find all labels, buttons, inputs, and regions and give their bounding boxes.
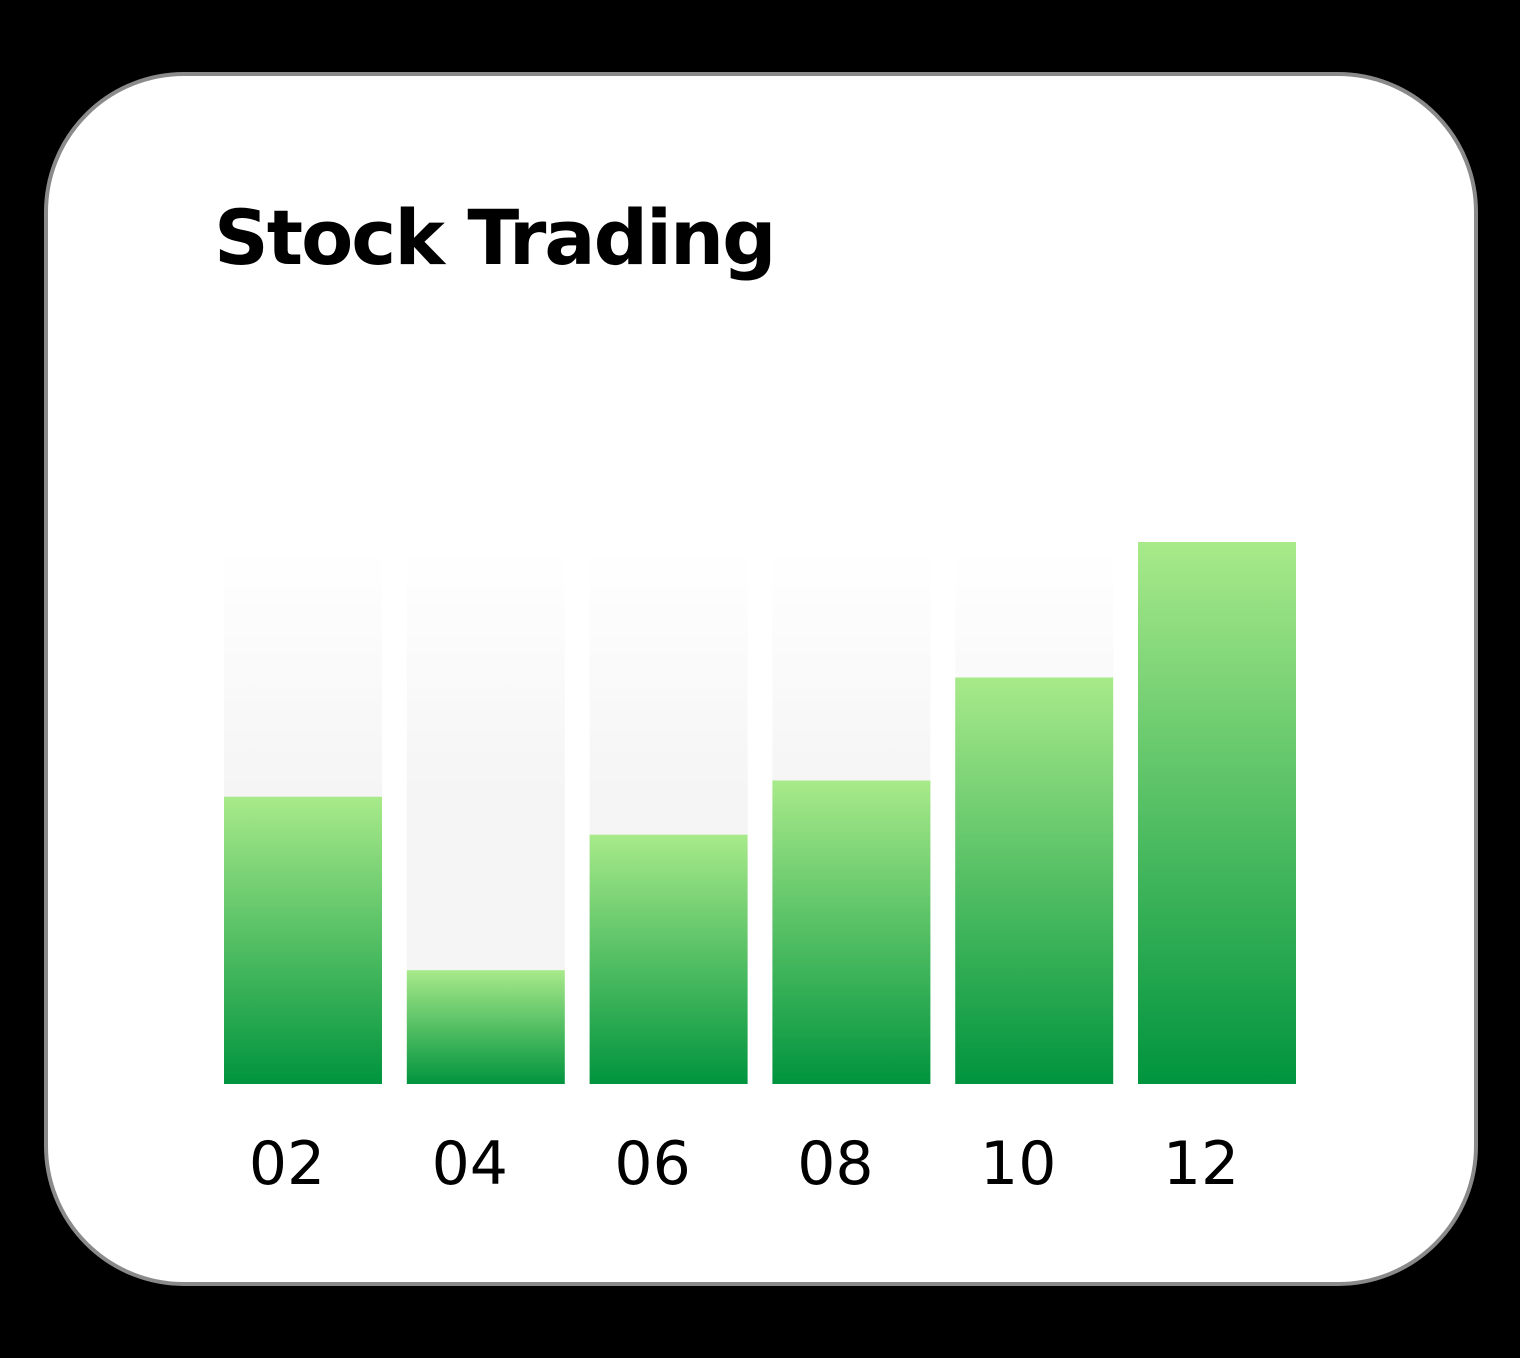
bar-12 bbox=[1138, 542, 1296, 1084]
bars bbox=[224, 542, 1296, 1084]
bar-10 bbox=[955, 677, 1114, 1084]
bar-06 bbox=[589, 834, 748, 1084]
x-tick-label-06: 06 bbox=[614, 1129, 690, 1199]
bar-04 bbox=[406, 970, 565, 1084]
x-axis-tick-labels: 02 04 06 08 10 12 bbox=[249, 1129, 1239, 1199]
x-tick-label-12: 12 bbox=[1163, 1129, 1239, 1199]
x-tick-label-04: 04 bbox=[432, 1129, 508, 1199]
bar-08 bbox=[772, 780, 931, 1084]
x-tick-label-02: 02 bbox=[249, 1129, 325, 1199]
chart-title: Stock Trading bbox=[214, 193, 777, 282]
x-tick-label-10: 10 bbox=[980, 1129, 1056, 1199]
bar-02 bbox=[224, 796, 382, 1084]
bar-tracks bbox=[224, 548, 1296, 1084]
x-tick-label-08: 08 bbox=[797, 1129, 873, 1199]
